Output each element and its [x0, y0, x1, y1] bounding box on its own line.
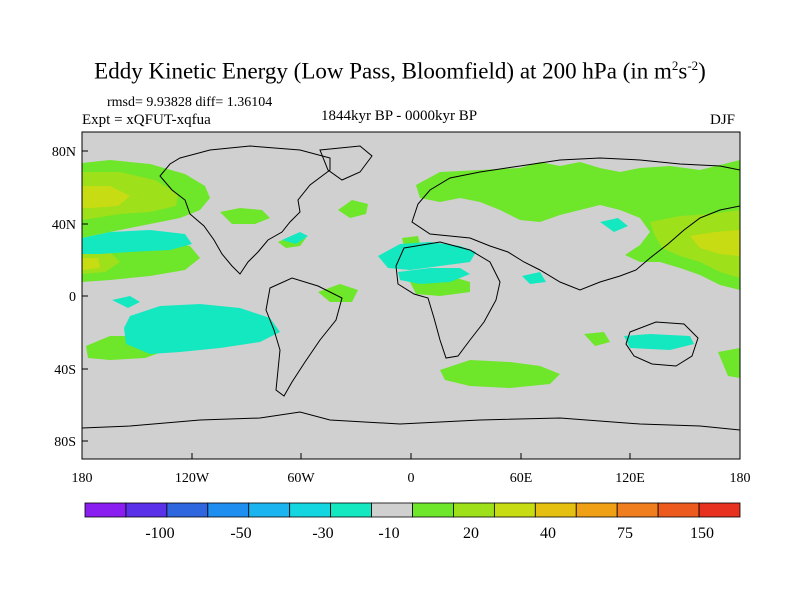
coast-eurasia — [411, 157, 740, 291]
region-indian-neg — [522, 272, 546, 284]
chart-title: Eddy Kinetic Energy (Low Pass, Bloomfiel… — [94, 58, 706, 84]
y-axis: 80N 40N 0 40S 80S — [52, 145, 76, 450]
region-japan-core — [650, 210, 740, 278]
region-mid-atlantic — [338, 200, 368, 218]
colorbar-swatch — [575, 502, 618, 518]
coast-africa — [395, 241, 501, 359]
y-tick-label: 80N — [52, 145, 76, 160]
x-tick-label: 60W — [287, 471, 315, 486]
coastlines — [82, 145, 740, 431]
colorbar-label: -100 — [145, 525, 174, 542]
colorbar-swatch — [453, 502, 495, 518]
period-label: 1844kyr BP - 0000kyr BP — [321, 108, 478, 124]
season-label: DJF — [710, 112, 736, 128]
region-south-pacific-neg — [124, 304, 280, 354]
region-subtropical-atlantic-b — [398, 268, 470, 284]
region-australia-neg — [624, 334, 694, 350]
colorbar-label: 40 — [540, 525, 556, 542]
region-eurasia-band — [416, 160, 740, 290]
colorbar-label: 20 — [463, 525, 479, 542]
stats-label: rmsd= 9.93828 diff= 1.36104 — [107, 95, 273, 110]
region-tasman — [718, 348, 740, 378]
x-tick-label: 0 — [408, 471, 415, 486]
colorbar-swatch — [289, 502, 332, 518]
colorbar-label: 75 — [617, 525, 633, 542]
coast-antarctica — [82, 411, 740, 431]
colorbar-swatch — [493, 502, 536, 518]
region-china-neg — [600, 218, 628, 232]
coast-australia — [625, 321, 699, 367]
experiment-label: Expt = xQFUT-xqfua — [82, 112, 211, 128]
y-tick-label: 40S — [54, 363, 76, 378]
colorbar-label: 150 — [690, 525, 714, 542]
region-southern-ocean — [440, 360, 560, 388]
x-tick-label: 120W — [175, 471, 210, 486]
colorbar-swatch — [207, 502, 250, 518]
colorbar-swatch — [330, 502, 372, 518]
x-tick-label: 180 — [730, 471, 751, 486]
region-dateline-max-west — [82, 258, 100, 270]
y-tick-label: 0 — [69, 290, 76, 305]
colorbar-label: -30 — [312, 525, 333, 542]
colorbar-swatch — [84, 502, 127, 518]
colorbar-swatch — [616, 502, 659, 518]
region-south-indian — [584, 332, 610, 346]
region-tropical-atlantic — [318, 284, 358, 302]
colorbar-swatch — [657, 502, 700, 518]
coast-north-america — [159, 145, 331, 275]
colorbar-labels: -100 -50 -30 -10 20 40 75 150 — [145, 525, 714, 542]
region-north-atlantic-neg — [282, 232, 308, 244]
x-tick-label: 120E — [615, 471, 645, 486]
colorbar-swatch — [371, 502, 413, 518]
colorbar-label: -10 — [378, 525, 399, 542]
colorbar-swatch — [412, 502, 454, 518]
colorbar-label: -50 — [230, 525, 251, 542]
region-subtropical-atlantic — [378, 242, 476, 270]
y-tick-label: 40N — [52, 218, 76, 233]
colorbar-swatch — [166, 502, 209, 518]
region-dateline-max-north — [82, 186, 130, 208]
x-tick-label: 60E — [510, 471, 533, 486]
region-atlantic-north — [220, 208, 270, 224]
region-dateline-max-east — [690, 230, 740, 256]
x-axis: 180 120W 60W 0 60E 120E 180 — [72, 471, 751, 486]
coast-greenland — [319, 145, 373, 181]
colorbar-swatch — [698, 502, 741, 518]
coast-south-america — [265, 277, 343, 397]
y-tick-label: 80S — [54, 435, 76, 450]
region-tropical-pacific-neg — [112, 296, 140, 308]
region-subtropical-pacific — [82, 230, 192, 254]
anomaly-fields — [82, 160, 740, 388]
axis-tick-marks — [81, 150, 741, 459]
x-tick-label: 180 — [72, 471, 93, 486]
colorbar-swatch — [534, 502, 577, 518]
colorbar — [84, 502, 741, 518]
colorbar-swatch — [125, 502, 168, 518]
colorbar-swatch — [248, 502, 291, 518]
